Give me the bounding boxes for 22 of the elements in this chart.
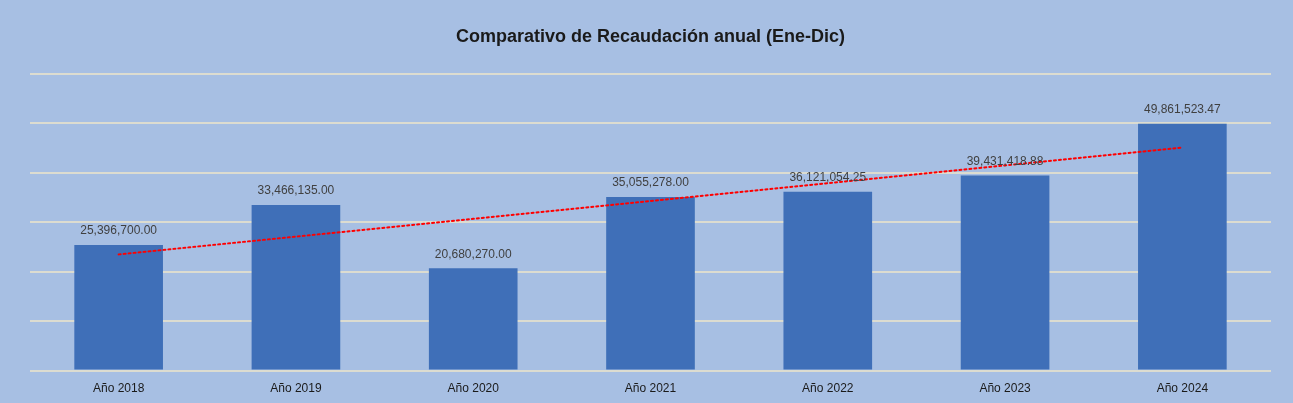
chart-title: Comparativo de Recaudación anual (Ene-Dic) [455,25,846,46]
x-tick-label: Año 2018 [92,381,145,396]
data-label: 25,396,700.00 [80,223,158,238]
x-tick-label: Año 2021 [624,381,677,396]
data-label: 33,466,135.00 [257,183,335,198]
bar [606,197,695,370]
data-label: 39,431,418.88 [966,153,1044,168]
x-tick-label: Año 2023 [979,381,1032,396]
bar [74,244,163,370]
bar [1138,123,1227,370]
data-label: 49,861,523.47 [1143,102,1222,117]
x-tick-label: Año 2020 [447,381,500,396]
x-tick-label: Año 2024 [1156,381,1209,396]
x-tick-label: Año 2022 [802,381,854,396]
x-tick-label: Año 2019 [270,381,322,396]
bar [783,191,873,370]
data-label: 35,055,278.00 [612,175,690,190]
bar [960,175,1050,370]
bar [428,268,518,370]
data-label: 36,121,054.25 [789,170,867,185]
bar [251,204,341,370]
data-label: 20,680,270.00 [434,246,512,261]
